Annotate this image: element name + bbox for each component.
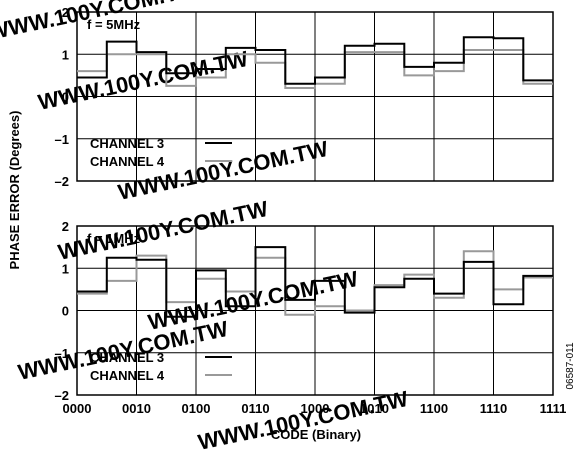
watermark-text: WWW.100Y.COM.TW — [196, 386, 411, 453]
y-tick-label: 0 — [62, 304, 69, 319]
series-line-channel-3 — [77, 246, 553, 318]
x-tick-label: 1000 — [301, 401, 330, 416]
series-line-channel-4 — [77, 49, 553, 89]
y-tick-label: –2 — [55, 174, 69, 189]
x-tick-label: 1010 — [360, 401, 389, 416]
y-tick-label: 2 — [62, 219, 69, 234]
series-line-channel-3 — [77, 36, 553, 85]
x-tick-label: 1110 — [480, 401, 508, 416]
chart-panel-5mhz: 2 1 0 –1 –2 f = 5MHz CHANNEL 3 CHANNEL 4 — [55, 5, 554, 189]
y-tick-label: 1 — [62, 47, 69, 62]
y-tick-label: –1 — [55, 346, 69, 361]
y-tick-label: 0 — [62, 90, 69, 105]
x-tick-label: 0000 — [63, 401, 92, 416]
y-axis-label: PHASE ERROR (Degrees) — [7, 111, 22, 270]
frequency-annotation: f = 1MHz — [87, 231, 141, 246]
figure-id: 06587-011 — [565, 342, 576, 390]
plot-frame — [76, 11, 554, 182]
x-tick-label: 1111 — [540, 401, 567, 416]
legend-label: CHANNEL 3 — [90, 350, 164, 365]
chart-panel-1mhz: 2 1 0 –1 –2 f = 1MHz CHANNEL 3 CHANNEL 4 — [55, 219, 554, 403]
x-axis-tick-labels: 0000 0010 0100 0110 1000 1010 1100 1110 1111 — [63, 401, 567, 416]
x-tick-label: 0110 — [241, 401, 269, 416]
x-axis-label: CODE (Binary) — [271, 427, 361, 442]
x-tick-label: 0100 — [182, 401, 211, 416]
x-tick-label: 1100 — [420, 401, 448, 416]
plot-frame — [76, 225, 554, 396]
frequency-annotation: f = 5MHz — [87, 17, 141, 32]
legend-label: CHANNEL 4 — [90, 154, 165, 169]
x-tick-label: 0010 — [122, 401, 151, 416]
watermark-text: WWW.100Y.COM.TW — [146, 266, 361, 335]
y-tick-label: 2 — [62, 5, 69, 20]
legend-label: CHANNEL 4 — [90, 368, 165, 383]
y-tick-label: –2 — [55, 388, 69, 403]
y-tick-label: 1 — [62, 261, 69, 276]
y-tick-label: –1 — [55, 132, 69, 147]
legend-label: CHANNEL 3 — [90, 136, 164, 151]
